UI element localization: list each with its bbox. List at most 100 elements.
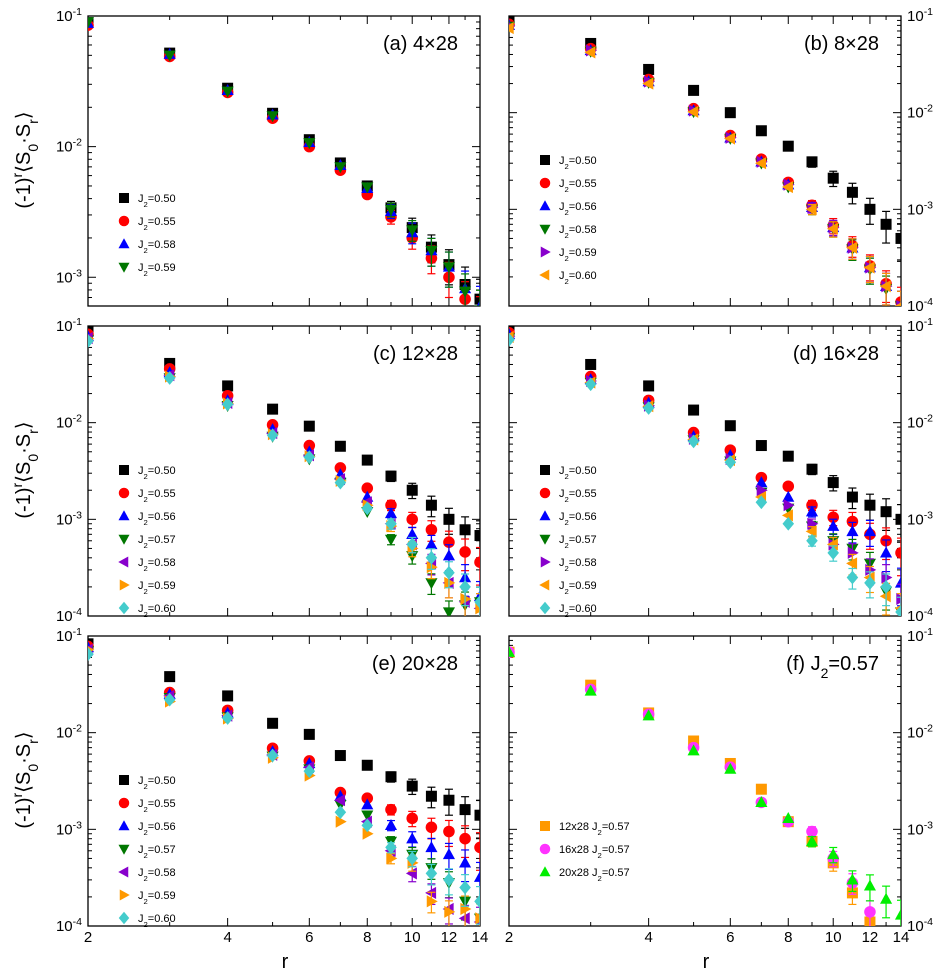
data-point: [334, 805, 347, 820]
data-point: [585, 358, 597, 370]
data-point: [880, 546, 893, 558]
chart-panel-1: 10-310-210-1(a) 4×28J2=0.50J2=0.55J2=0.5…: [56, 6, 481, 307]
data-markers: [509, 645, 901, 926]
plot-frame: [508, 635, 902, 927]
legend-label: J2=0.55: [138, 798, 176, 814]
data-point: [459, 546, 471, 558]
data-point: [334, 475, 347, 490]
series-3: [509, 645, 901, 926]
data-point: [755, 783, 767, 795]
data-point: [827, 172, 839, 184]
legend-label: J2=0.57: [138, 534, 176, 550]
legend-label: J2=0.59: [138, 890, 176, 906]
data-point: [406, 780, 418, 792]
data-point: [361, 501, 374, 516]
panel-title: (d) 16×28: [793, 343, 879, 365]
data-point: [846, 570, 859, 585]
x-tick-label: 8: [363, 929, 371, 946]
legend-marker: [539, 177, 551, 189]
series-7: [509, 332, 901, 616]
data-point: [303, 728, 315, 740]
x-tick-label: 12: [862, 929, 879, 946]
data-point: [88, 334, 94, 348]
data-point: [756, 484, 768, 497]
legend-marker: [118, 820, 130, 831]
data-point: [879, 590, 891, 603]
data-point: [880, 506, 892, 518]
series-6: [509, 22, 901, 306]
data-point: [782, 811, 795, 823]
series-4: [88, 17, 480, 306]
legend-marker: [539, 487, 551, 499]
data-point: [473, 870, 480, 882]
data-point: [781, 181, 793, 194]
data-point: [895, 547, 901, 559]
legend-label: J2=0.58: [138, 867, 176, 883]
data-point: [880, 892, 893, 904]
y-axis-label-bottom: (-1)r⟨S0·Sr⟩: [9, 731, 41, 828]
data-point: [642, 709, 655, 721]
legend-marker: [539, 601, 551, 615]
data-point: [846, 873, 859, 885]
data-point: [361, 818, 374, 833]
legend-label: J2=0.56: [138, 821, 176, 837]
x-tick-label: 10: [404, 929, 421, 946]
legend-marker: [118, 510, 130, 521]
data-point: [880, 580, 892, 594]
data-point: [443, 873, 455, 887]
data-point: [267, 403, 279, 415]
data-point: [406, 812, 418, 825]
data-point: [406, 832, 419, 844]
legend-label: J2=0.58: [559, 224, 597, 240]
data-point: [426, 895, 438, 908]
legend-label: J2=0.50: [138, 193, 176, 209]
legend-marker: [539, 269, 550, 281]
legend-marker: [540, 821, 550, 831]
data-point: [334, 162, 347, 174]
x-axis-label-right: r: [703, 951, 710, 973]
data-point: [864, 906, 876, 918]
data-point: [864, 499, 876, 511]
panel-title: (e) 20×28: [372, 653, 458, 675]
legend-marker: [119, 465, 129, 475]
legend-marker: [118, 844, 130, 855]
data-point: [806, 825, 818, 838]
data-point: [894, 302, 901, 306]
panel-title: (c) 12×28: [373, 343, 458, 365]
data-point: [642, 77, 654, 90]
legend-marker: [118, 601, 130, 615]
data-point: [895, 605, 901, 616]
y-axis-label-top: (-1)r⟨S0·Sr⟩: [9, 111, 41, 208]
legend-marker: [539, 224, 551, 235]
data-point: [335, 815, 347, 828]
data-point: [384, 507, 398, 519]
chart-panel-5: 2 4 6 8 10 12 14 10-4 10-3 10-2 10-1 (e) 20×28 J2=0.…: [56, 626, 488, 946]
data-point: [385, 516, 397, 531]
y-tick-label: 10-2: [907, 723, 933, 742]
data-point: [782, 480, 795, 493]
series-7: [88, 647, 480, 925]
x-tick-label: 4: [223, 929, 231, 946]
data-point: [459, 524, 471, 536]
data-point: [385, 499, 397, 511]
data-point: [361, 798, 374, 810]
legend-marker: [118, 238, 130, 249]
data-point: [361, 810, 374, 822]
data-point: [459, 286, 472, 298]
data-point: [303, 764, 316, 779]
y-tick-label: 10-2: [56, 137, 82, 156]
panel-title: (a) 4×28: [383, 33, 458, 55]
legend-marker: [118, 215, 130, 227]
data-point: [864, 203, 876, 215]
y-tick-label: 10-3: [907, 819, 933, 838]
data-point: [384, 204, 398, 216]
legend-marker: [118, 797, 130, 809]
data-point: [895, 513, 901, 525]
x-tick-label: 4: [644, 929, 652, 946]
data-point: [425, 841, 438, 853]
data-point: [863, 879, 876, 891]
data-point: [474, 530, 480, 542]
legend-marker: [118, 487, 130, 499]
data-point: [425, 821, 438, 834]
legend-label: J2=0.55: [138, 216, 176, 232]
